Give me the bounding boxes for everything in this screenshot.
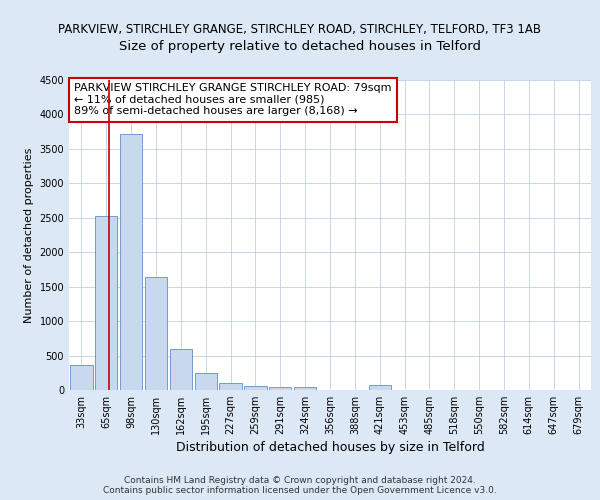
Bar [194, 374, 217, 390]
Bar [244, 386, 266, 390]
Text: PARKVIEW, STIRCHLEY GRANGE, STIRCHLEY ROAD, STIRCHLEY, TELFORD, TF3 1AB: PARKVIEW, STIRCHLEY GRANGE, STIRCHLEY RO… [59, 22, 542, 36]
Bar [220, 383, 242, 390]
Text: Contains HM Land Registry data © Crown copyright and database right 2024.
Contai: Contains HM Land Registry data © Crown c… [103, 476, 497, 495]
X-axis label: Distribution of detached houses by size in Telford: Distribution of detached houses by size … [176, 442, 484, 454]
Y-axis label: Number of detached properties: Number of detached properties [24, 148, 34, 322]
Bar [145, 277, 167, 390]
Bar [294, 387, 316, 390]
Bar [269, 386, 292, 390]
Bar [95, 216, 118, 390]
Text: Size of property relative to detached houses in Telford: Size of property relative to detached ho… [119, 40, 481, 53]
Bar [120, 134, 142, 390]
Text: PARKVIEW STIRCHLEY GRANGE STIRCHLEY ROAD: 79sqm
← 11% of detached houses are sma: PARKVIEW STIRCHLEY GRANGE STIRCHLEY ROAD… [74, 83, 392, 116]
Bar [368, 385, 391, 390]
Bar [70, 364, 92, 390]
Bar [170, 348, 192, 390]
